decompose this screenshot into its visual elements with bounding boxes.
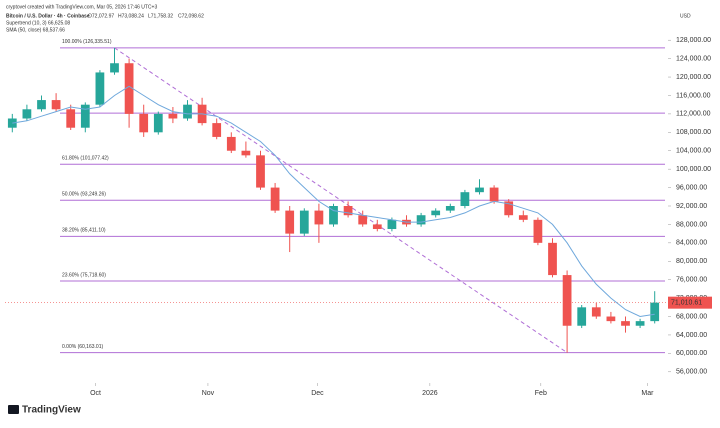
- candle-body: [80, 104, 90, 128]
- candle-body: [518, 215, 528, 220]
- fib-label: 0.00% (60,163.01): [62, 344, 103, 350]
- candle-body: [533, 219, 543, 243]
- candle-body: [212, 123, 222, 137]
- fib-label: 50.00% (93,249.26): [62, 192, 106, 198]
- y-tick-label: 100,000.00: [676, 166, 711, 173]
- candle-body: [270, 187, 280, 211]
- y-tick-label: 108,000.00: [676, 129, 711, 136]
- x-tick-label: Feb: [535, 390, 547, 397]
- candle-body: [445, 206, 455, 211]
- candle-body: [22, 109, 32, 119]
- y-tick-label: 80,000.00: [676, 258, 707, 265]
- last-price-tag: [668, 296, 712, 309]
- candle-body: [577, 307, 587, 326]
- candle-body: [7, 118, 17, 128]
- ohlc-high: H73,088.24: [118, 13, 144, 19]
- y-tick-label: 64,000.00: [676, 332, 707, 339]
- x-tick-label: Oct: [90, 390, 101, 397]
- x-tick-label: Nov: [202, 390, 215, 397]
- candle-body: [329, 206, 338, 225]
- candle-body: [168, 113, 178, 119]
- y-tick-label: 104,000.00: [676, 148, 711, 155]
- candle-body: [372, 224, 382, 230]
- x-tick-label: Mar: [641, 390, 654, 397]
- y-tick-label: 88,000.00: [676, 221, 707, 228]
- fib-label: 61.80% (101,077.42): [62, 156, 109, 162]
- candle-body: [51, 100, 61, 110]
- candle-body: [387, 219, 397, 230]
- candle-body: [358, 215, 368, 225]
- symbol: Bitcoin / U.S. Dollar · 4h · Coinbase: [6, 13, 90, 19]
- indicator: Supertrend (10, 3) 66,625.08: [6, 20, 70, 26]
- currency: USD: [680, 13, 691, 19]
- candle-body: [241, 150, 251, 156]
- candle-body: [621, 321, 630, 326]
- candle-body: [66, 109, 76, 128]
- candle-body: [504, 201, 514, 216]
- candle-body: [606, 316, 616, 322]
- candle-body: [591, 307, 601, 317]
- candle-body: [548, 242, 557, 276]
- logo-icon: [8, 405, 19, 414]
- candle-body: [489, 187, 499, 202]
- y-tick-label: 76,000.00: [676, 277, 707, 284]
- candle-body: [139, 113, 149, 133]
- x-tick-label: Dec: [311, 390, 324, 397]
- candle-body: [562, 275, 572, 326]
- ohlc-open: O72,072.97: [88, 13, 114, 19]
- candle-body: [460, 192, 470, 206]
- indicator: SMA (50, close) 68,537.66: [6, 27, 65, 33]
- candle-body: [37, 100, 46, 110]
- candle-body: [256, 155, 265, 188]
- credit: cryptovel created with TradingView.com, …: [6, 4, 157, 10]
- y-tick-label: 120,000.00: [676, 74, 711, 81]
- candle-body: [285, 210, 295, 234]
- fib-label: 38.20% (85,411.10): [62, 228, 106, 234]
- brand: TradingView: [22, 405, 81, 416]
- y-tick-label: 84,000.00: [676, 240, 707, 247]
- ohlc-close: C72,098.62: [178, 13, 204, 19]
- candle-body: [110, 63, 119, 73]
- y-tick-label: 128,000.00: [676, 37, 711, 44]
- y-tick-label: 124,000.00: [676, 55, 711, 62]
- sma-line: [12, 85, 655, 318]
- fib-label: 23.60% (75,718.60): [62, 272, 106, 278]
- candle-body: [343, 206, 353, 216]
- candle-body: [416, 215, 426, 225]
- candle-body: [226, 136, 236, 151]
- y-tick-label: 112,000.00: [676, 111, 711, 118]
- fib-label: 100.00% (126,335.51): [62, 39, 112, 45]
- y-tick-label: 92,000.00: [676, 203, 707, 210]
- candle-body: [183, 104, 192, 119]
- candle-body: [635, 321, 645, 326]
- y-tick-label: 56,000.00: [676, 369, 707, 376]
- candle-body: [299, 210, 309, 234]
- y-tick-label: 96,000.00: [676, 184, 707, 191]
- y-tick-label: 116,000.00: [676, 92, 711, 99]
- candle-body: [124, 63, 134, 114]
- candle-body: [314, 210, 324, 225]
- candle-body: [95, 72, 105, 105]
- candle-body: [475, 187, 484, 193]
- candle-body: [650, 302, 660, 322]
- candle-body: [153, 113, 163, 133]
- ohlc-low: L71,758.32: [148, 13, 173, 19]
- last-price-label: 71,010.61: [671, 300, 702, 307]
- y-tick-label: 60,000.00: [676, 350, 707, 357]
- y-tick-label: 68,000.00: [676, 313, 707, 320]
- x-tick-label: 2026: [422, 390, 438, 397]
- candle-body: [431, 210, 441, 216]
